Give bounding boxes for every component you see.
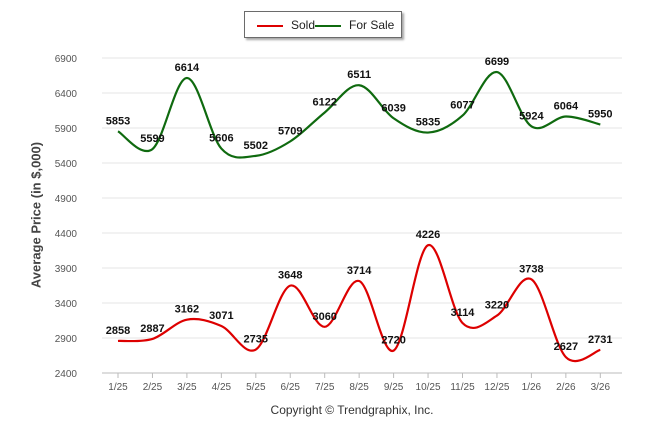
y-tick-label: 4400 [55, 229, 78, 240]
for-sale-data-label: 6122 [312, 96, 336, 108]
legend: Sold For Sale [244, 11, 402, 38]
x-tick-label: 1/26 [522, 382, 542, 393]
y-tick-label: 2400 [55, 369, 78, 380]
x-tick-label: 1/25 [108, 382, 128, 393]
legend-label-sold: Sold [291, 18, 316, 32]
series-lines [117, 70, 601, 363]
x-tick-label: 9/25 [384, 382, 404, 393]
for-sale-data-label: 5950 [588, 109, 612, 121]
for-sale-line-swatch [315, 24, 341, 27]
for-sale-data-label: 5853 [106, 115, 130, 127]
sold-data-label: 3220 [485, 300, 509, 312]
data-labels: 2858 2887 3162 3071 2735 3648 3060 3714 2720 4226… [106, 56, 613, 353]
y-axis-label: Average Price (in $,000) [28, 141, 44, 289]
x-axis-ticks: 1/25 2/25 3/25 4/25 5/25 6/25 7/25 8/25 9/25 10/2… [108, 373, 610, 393]
y-tick-label: 5400 [55, 159, 78, 170]
x-tick-label: 11/25 [450, 382, 475, 393]
x-tick-label: 6/25 [281, 382, 301, 393]
y-tick-label: 5900 [55, 124, 78, 135]
for-sale-data-label: 6614 [175, 62, 200, 74]
sold-data-label: 2887 [140, 323, 164, 335]
sold-data-label: 2627 [554, 341, 578, 353]
x-tick-label: 2/26 [556, 382, 576, 393]
for-sale-data-label: 5835 [416, 117, 440, 129]
copyright-footer: Copyright © Trendgraphix, Inc. [270, 403, 434, 417]
x-tick-label: 4/25 [212, 382, 232, 393]
grid-lines [102, 57, 622, 339]
sold-data-label: 3714 [347, 265, 372, 277]
for-sale-series-line [117, 70, 601, 159]
sold-series-line [117, 244, 601, 363]
sold-data-label: 4226 [416, 229, 440, 241]
y-tick-label: 6400 [55, 89, 78, 100]
sold-data-label: 2731 [588, 334, 612, 346]
sold-data-label: 2735 [244, 334, 268, 346]
y-tick-label: 2900 [55, 334, 78, 345]
sold-data-label: 2720 [381, 335, 405, 347]
x-tick-label: 5/25 [246, 382, 266, 393]
for-sale-data-label: 6699 [485, 56, 509, 68]
sold-data-label: 3071 [209, 310, 233, 322]
legend-item-sold[interactable]: Sold [257, 18, 315, 32]
y-tick-label: 3400 [55, 299, 78, 310]
x-tick-label: 3/25 [177, 382, 197, 393]
x-tick-label: 12/25 [484, 382, 509, 393]
sold-data-label: 3162 [175, 304, 199, 316]
for-sale-data-label: 5924 [519, 110, 544, 122]
for-sale-data-label: 6039 [381, 102, 405, 114]
for-sale-data-label: 6511 [347, 69, 371, 81]
legend-label-for-sale: For Sale [349, 18, 395, 32]
for-sale-data-label: 6077 [450, 100, 474, 112]
sold-line-swatch [257, 24, 283, 27]
y-tick-label: 4900 [55, 194, 78, 205]
sold-data-label: 3060 [312, 311, 336, 323]
legend-item-for-sale[interactable]: For Sale [315, 18, 394, 32]
sold-data-label: 2858 [106, 325, 130, 337]
y-tick-label: 6900 [55, 54, 78, 65]
for-sale-data-label: 5709 [278, 125, 302, 137]
for-sale-data-label: 5599 [140, 133, 164, 145]
sold-data-label: 3648 [278, 270, 302, 282]
y-axis-ticks: 2400 2900 3400 3900 4400 4900 5400 5900 6400 6900 [55, 54, 78, 380]
sold-data-label: 3738 [519, 263, 543, 275]
x-tick-label: 7/25 [315, 382, 335, 393]
for-sale-data-label: 6064 [554, 101, 579, 113]
sold-data-label: 3114 [451, 307, 476, 319]
x-tick-label: 3/26 [591, 382, 611, 393]
for-sale-data-label: 5606 [209, 133, 233, 145]
x-tick-label: 2/25 [143, 382, 163, 393]
for-sale-data-label: 5502 [244, 140, 268, 152]
x-tick-label: 10/25 [416, 382, 441, 393]
y-tick-label: 3900 [55, 264, 78, 275]
x-tick-label: 8/25 [349, 382, 369, 393]
